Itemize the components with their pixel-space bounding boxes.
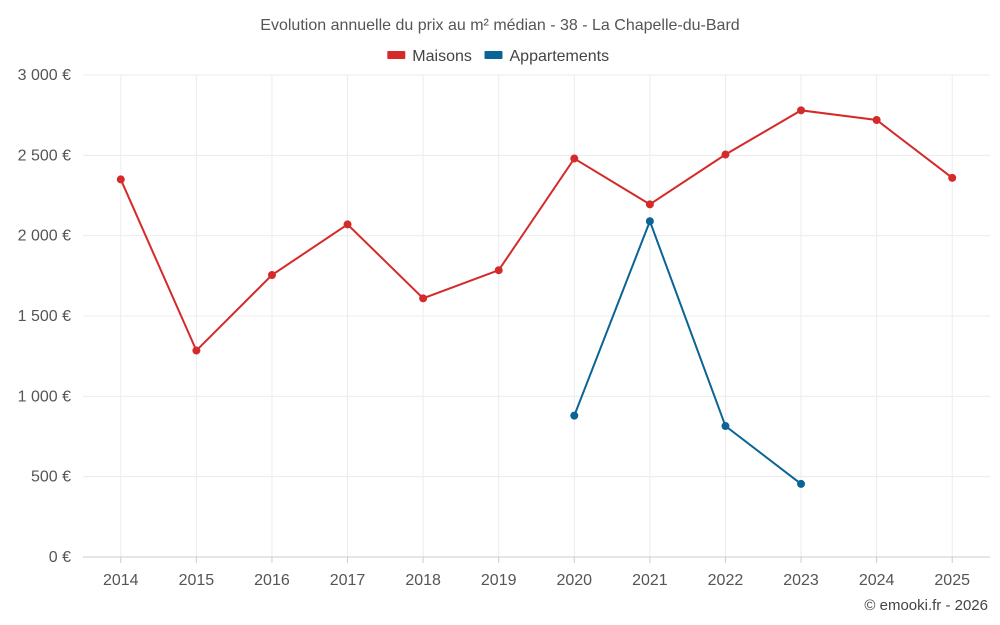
- legend-label: Appartements: [510, 48, 610, 65]
- legend-item-maisons[interactable]: Maisons: [387, 48, 472, 65]
- data-point-maisons[interactable]: [645, 200, 654, 209]
- legend: Maisons Appartements: [387, 48, 609, 65]
- legend-label: Maisons: [412, 48, 472, 65]
- y-tick-label: 0 €: [49, 549, 71, 566]
- data-point-maisons[interactable]: [570, 154, 579, 163]
- x-tick-label: 2016: [254, 572, 290, 589]
- data-point-maisons[interactable]: [948, 173, 957, 182]
- data-point-maisons[interactable]: [419, 294, 428, 303]
- series-line-maisons: [119, 109, 953, 353]
- x-tick-labels: 2014 2015 2016 2017 2018 2019 2020 2021 2022 2023…: [103, 572, 970, 589]
- data-point-maisons[interactable]: [192, 346, 201, 355]
- x-tick-label: 2014: [103, 572, 139, 589]
- legend-swatch: [484, 51, 503, 59]
- x-tick-label: 2025: [934, 572, 970, 589]
- y-tick-labels: 0 € 500 € 1 000 € 1 500 € 2 000 € 2 500 € 3 00…: [18, 67, 71, 566]
- x-tick-label: 2023: [783, 572, 819, 589]
- y-tick-label: 2 500 €: [18, 147, 71, 164]
- credit-text: © emooki.fr - 2026: [864, 597, 988, 614]
- data-point-maisons[interactable]: [872, 115, 881, 124]
- x-tick-label: 2022: [708, 572, 744, 589]
- x-tick-label: 2024: [859, 572, 895, 589]
- data-point-maisons[interactable]: [721, 150, 730, 159]
- series-appartements: [570, 217, 806, 488]
- y-tick-label: 3 000 €: [18, 67, 71, 84]
- legend-swatch: [387, 51, 406, 59]
- x-tick-label: 2015: [179, 572, 215, 589]
- data-point-maisons[interactable]: [797, 106, 806, 115]
- series-line-appartements: [573, 218, 802, 485]
- data-point-maisons[interactable]: [267, 271, 276, 280]
- series-layer: [116, 106, 957, 488]
- x-gridlines: [120, 75, 953, 563]
- x-tick-label: 2021: [632, 572, 668, 589]
- data-point-maisons[interactable]: [494, 266, 503, 275]
- data-point-appartements[interactable]: [721, 422, 730, 431]
- y-tick-label: 1 000 €: [18, 388, 71, 405]
- chart-title: Evolution annuelle du prix au m² médian …: [260, 17, 739, 34]
- x-tick-label: 2017: [330, 572, 366, 589]
- data-point-maisons[interactable]: [343, 220, 352, 229]
- x-tick-label: 2019: [481, 572, 517, 589]
- y-tick-label: 500 €: [31, 469, 71, 486]
- x-tick-label: 2020: [556, 572, 592, 589]
- y-gridlines: [83, 74, 990, 478]
- data-point-appartements[interactable]: [570, 411, 579, 420]
- series-maisons: [116, 106, 957, 355]
- y-tick-label: 2 000 €: [18, 228, 71, 245]
- data-point-appartements[interactable]: [645, 217, 654, 226]
- legend-item-appartements[interactable]: Appartements: [484, 48, 610, 65]
- x-tick-label: 2018: [405, 572, 441, 589]
- data-point-maisons[interactable]: [116, 175, 125, 184]
- data-point-appartements[interactable]: [797, 479, 806, 488]
- y-tick-label: 1 500 €: [18, 308, 71, 325]
